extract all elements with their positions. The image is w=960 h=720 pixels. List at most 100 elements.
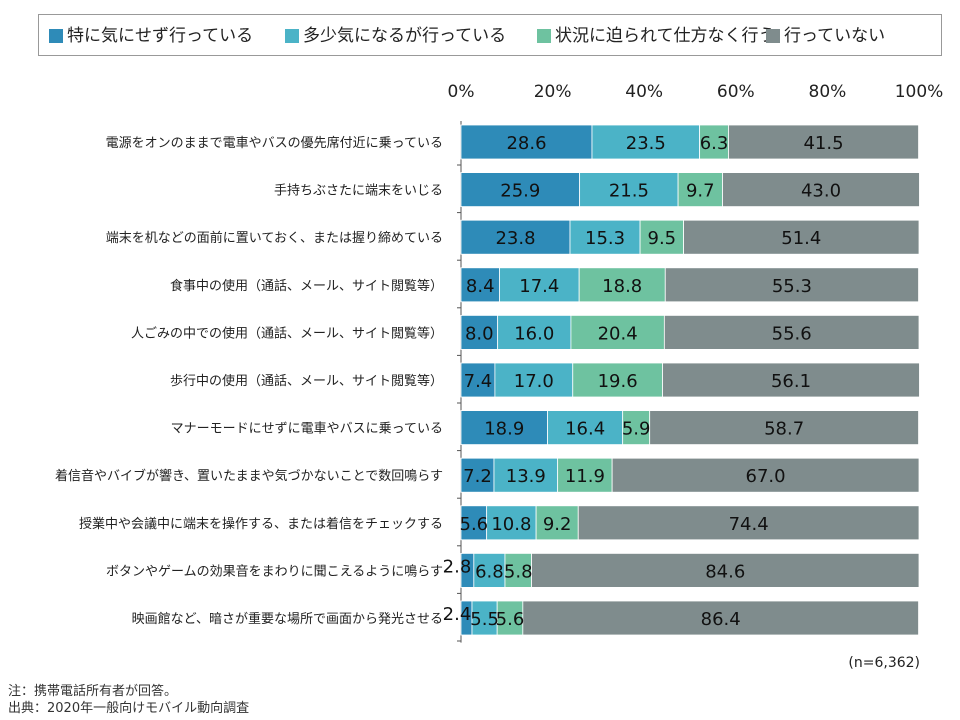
bar-segment: [460, 362, 496, 398]
legend-label: 多少気になるが行っている: [303, 26, 507, 46]
bar-segment: [460, 457, 495, 493]
bar-segment: [663, 314, 920, 350]
data-label: 11.9: [565, 466, 605, 487]
bar-segment: [460, 267, 500, 303]
data-label: 6.3: [700, 133, 729, 154]
data-label: 7.4: [464, 371, 493, 392]
bar-segment: [460, 410, 548, 446]
data-label: 43.0: [801, 181, 841, 202]
data-label: 7.2: [463, 466, 492, 487]
x-tick-label: 20%: [534, 82, 572, 102]
data-label: 9.2: [543, 514, 572, 535]
category-label: 着信音やバイブが響き、置いたままや気づかないことで数回鳴らす: [55, 468, 443, 484]
legend-swatch: [285, 29, 299, 43]
data-label: 55.3: [772, 276, 812, 297]
bar-segment: [499, 267, 580, 303]
bar-segment: [683, 219, 920, 255]
bar-segment: [664, 267, 919, 303]
bar-segment: [535, 505, 579, 541]
category-label: 電源をオンのままで電車やバスの優先席付近に乗っている: [106, 135, 443, 151]
data-label: 16.4: [565, 419, 605, 440]
category-label: 歩行中の使用（通話、メール、サイト閲覧等）: [170, 373, 443, 389]
category-label: マナーモードにせずに電車やバスに乗っている: [171, 422, 443, 437]
bar-segment: [677, 172, 723, 208]
bar-segment: [570, 314, 665, 350]
data-label: 16.0: [514, 323, 554, 344]
data-label: 9.7: [686, 181, 715, 202]
bar-segment: [460, 314, 499, 350]
bar-segment: [531, 553, 920, 588]
data-label: 18.8: [602, 276, 642, 297]
legend-swatch: [49, 29, 63, 43]
bar-segment: [460, 172, 581, 208]
data-label: 5.6: [496, 609, 525, 630]
data-label: 2.4: [443, 604, 472, 625]
bar-segment: [639, 219, 684, 255]
data-label: 23.5: [626, 133, 666, 154]
data-label: 55.6: [772, 323, 812, 344]
data-label: 15.3: [585, 228, 625, 249]
bar-segment: [497, 314, 572, 350]
bar-segment: [649, 410, 919, 446]
data-label: 56.1: [771, 371, 811, 392]
bar-segment: [493, 457, 559, 493]
bar-segment: [522, 600, 919, 636]
legend-swatch: [766, 29, 780, 43]
chart-legend: 特に気にせず行っている 多少気になるが行っている 状況に迫られて仕方なく行う 行ってい…: [38, 14, 942, 56]
bar-segment: [578, 267, 666, 303]
bar-segment: [611, 457, 920, 493]
data-label: 18.9: [484, 419, 524, 440]
bar-segment: [577, 505, 920, 541]
x-tick-label: 80%: [809, 82, 847, 102]
category-label: ボタンやゲームの効果音をまわりに聞こえるように鳴らす: [106, 563, 443, 579]
data-label: 84.6: [705, 561, 745, 582]
data-label: 19.6: [598, 371, 638, 392]
data-label: 41.5: [803, 133, 843, 154]
data-label: 9.5: [648, 228, 677, 249]
category-label: 手持ちぶさたに端末をいじる: [274, 184, 443, 199]
bar-segment: [473, 553, 506, 588]
bar-segment: [699, 124, 729, 160]
data-label: 58.7: [764, 419, 804, 440]
legend-label: 状況に迫られて仕方なく行う: [555, 26, 776, 46]
data-label: 67.0: [746, 466, 786, 487]
bar-segment: [460, 505, 488, 541]
data-label: 17.4: [519, 276, 559, 297]
data-label: 13.9: [506, 466, 546, 487]
data-label: 23.8: [495, 228, 535, 249]
bar-segment: [471, 600, 498, 636]
data-label: 17.0: [514, 371, 554, 392]
data-label: 8.4: [466, 276, 495, 297]
source-text: 出典：2020年一般向けモバイル動向調査: [8, 701, 250, 716]
x-tick-label: 40%: [625, 82, 663, 102]
data-label: 21.5: [609, 181, 649, 202]
data-label: 28.6: [506, 133, 546, 154]
category-label: 授業中や会議中に端末を操作する、または着信をチェックする: [79, 516, 443, 532]
data-label: 2.8: [443, 556, 472, 577]
x-tick-label: 60%: [717, 82, 755, 102]
x-tick-label: 100%: [895, 82, 944, 102]
data-label: 6.8: [475, 561, 504, 582]
category-label: 映画館など、暗さが重要な場所で画面から発光させる: [132, 611, 443, 627]
data-label: 74.4: [729, 514, 769, 535]
data-label: 20.4: [598, 323, 638, 344]
data-label: 10.8: [491, 514, 531, 535]
sample-size-label: (n=6,362): [848, 655, 920, 671]
data-label: 5.8: [504, 561, 533, 582]
data-label: 8.0: [465, 323, 494, 344]
data-label: 25.9: [500, 181, 540, 202]
category-label: 端末を机などの面前に置いておく、または握り締めている: [106, 230, 443, 246]
data-label: 5.9: [622, 419, 651, 440]
category-label: 食事中の使用（通話、メール、サイト閲覧等）: [170, 278, 443, 294]
data-label: 51.4: [781, 228, 821, 249]
legend-label: 特に気にせず行っている: [67, 26, 254, 46]
data-label: 86.4: [701, 609, 741, 630]
note-text: 注：携帯電話所有者が回答。: [8, 684, 178, 699]
legend-swatch: [537, 29, 551, 43]
bar-segment: [496, 600, 524, 636]
data-label: 5.5: [470, 609, 499, 630]
data-label: 5.6: [460, 514, 489, 535]
bar-segment: [591, 124, 701, 160]
bar-segment: [557, 457, 613, 493]
legend-label: 行っていない: [784, 26, 886, 46]
